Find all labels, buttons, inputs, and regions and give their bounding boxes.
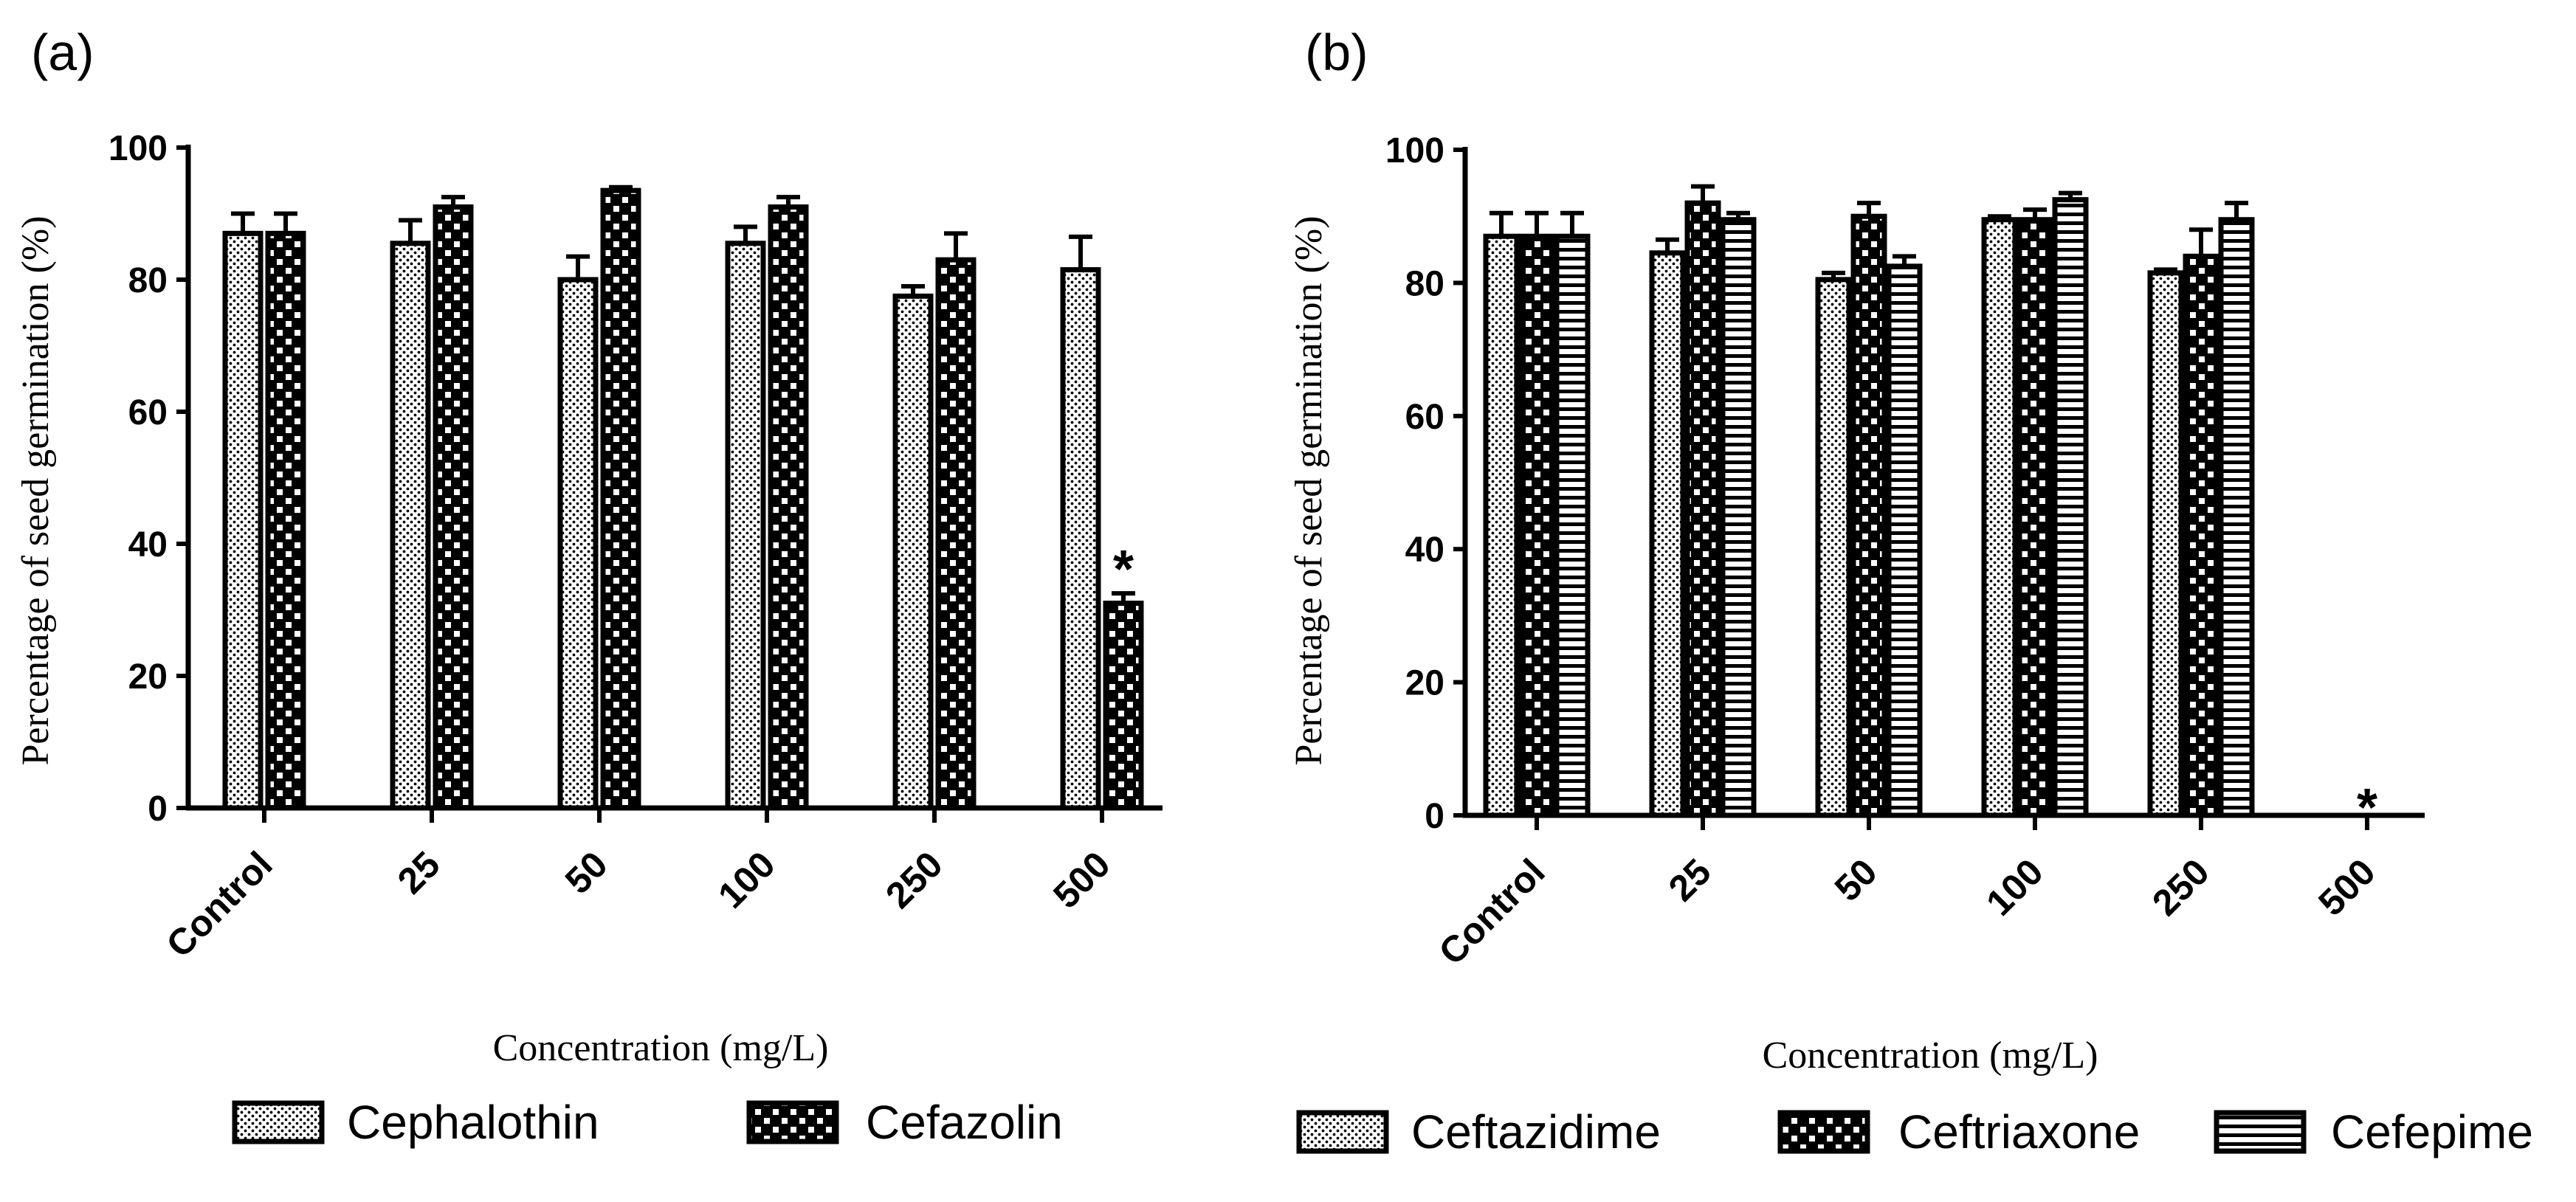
y-tick-label: 100 bbox=[109, 129, 168, 168]
y-tick-label: 0 bbox=[148, 790, 168, 829]
y-tick-label: 60 bbox=[1405, 398, 1444, 437]
bar bbox=[557, 277, 599, 811]
bar bbox=[390, 241, 431, 811]
bar bbox=[2052, 197, 2089, 818]
bar bbox=[433, 204, 474, 811]
bar bbox=[1554, 233, 1591, 818]
legend-swatch bbox=[746, 1100, 839, 1144]
y-tick-label: 100 bbox=[1385, 131, 1444, 170]
x-tick-label: 250 bbox=[878, 843, 951, 916]
y-tick-label: 80 bbox=[128, 261, 168, 300]
legend-label: Ceftazidime bbox=[1411, 1105, 1661, 1158]
x-tick-label: 250 bbox=[2144, 851, 2217, 924]
y-tick-label: 40 bbox=[128, 525, 168, 564]
legend-swatch bbox=[2214, 1110, 2307, 1154]
x-tick-label: 500 bbox=[1045, 843, 1118, 916]
bar bbox=[2147, 270, 2184, 818]
x-tick-label: 500 bbox=[2310, 851, 2383, 924]
bar bbox=[725, 241, 766, 811]
bar bbox=[935, 257, 977, 811]
axes bbox=[1453, 147, 2425, 830]
bar bbox=[1981, 217, 2018, 818]
bar bbox=[1684, 200, 1721, 818]
axes bbox=[176, 145, 1163, 823]
y-tick-label: 40 bbox=[1405, 531, 1444, 570]
x-tick-label: Control bbox=[1431, 851, 1553, 973]
panel-label: (b) bbox=[1305, 24, 1368, 81]
bars bbox=[222, 184, 1144, 811]
bar bbox=[1060, 267, 1101, 811]
y-tick-label: 0 bbox=[1425, 797, 1444, 836]
bar bbox=[1720, 217, 1757, 818]
y-tick-labels: 0 20 40 60 80 100 bbox=[1385, 131, 1444, 836]
legend-label: Ceftriaxone bbox=[1898, 1105, 2140, 1158]
legend-label: Cefepime bbox=[2331, 1105, 2533, 1158]
x-tick-label: 50 bbox=[1827, 851, 1885, 909]
bar bbox=[2017, 217, 2053, 818]
legend-label: Cefazolin bbox=[866, 1096, 1063, 1149]
x-tick-labels: Control 25 50 100 250 500 bbox=[1431, 851, 2383, 973]
y-axis-title: Percentage of seed germination (%) bbox=[15, 215, 57, 765]
y-tick-label: 60 bbox=[128, 393, 168, 432]
x-tick-label: Control bbox=[159, 843, 280, 965]
bar bbox=[600, 187, 641, 811]
legend: Ceftazidime Ceftriaxone Cefepime bbox=[1296, 1105, 2533, 1158]
bar bbox=[265, 230, 306, 811]
x-tick-label: 100 bbox=[1978, 851, 2051, 924]
bar bbox=[892, 293, 934, 811]
x-tick-labels: Control 25 50 100 250 500 bbox=[159, 843, 1118, 965]
significance-marker: * bbox=[1113, 540, 1134, 599]
significance-marker: * bbox=[2357, 778, 2377, 837]
bar bbox=[768, 204, 809, 811]
legend-label: Cephalothin bbox=[347, 1096, 599, 1149]
x-tick-label: 25 bbox=[390, 843, 448, 902]
bar bbox=[1649, 250, 1686, 818]
panel-label: (a) bbox=[31, 24, 94, 81]
bar bbox=[1850, 213, 1887, 818]
bar bbox=[1103, 601, 1144, 811]
panel-b: (b) Percentage of seed germination (%) C… bbox=[1288, 24, 2533, 1158]
x-axis-title: Concentration (mg/L) bbox=[1763, 1035, 2098, 1077]
legend: Cephalothin Cefazolin bbox=[232, 1096, 1063, 1149]
y-tick-label: 20 bbox=[1405, 664, 1444, 703]
y-axis-title: Percentage of seed germination (%) bbox=[1288, 215, 1330, 765]
bar bbox=[1815, 277, 1852, 818]
x-tick-label: 25 bbox=[1661, 851, 1719, 909]
y-tick-label: 80 bbox=[1405, 264, 1444, 303]
legend-swatch bbox=[1296, 1110, 1389, 1154]
bars bbox=[1483, 184, 2255, 818]
x-tick-label: 50 bbox=[557, 843, 616, 902]
y-tick-labels: 0 20 40 60 80 100 bbox=[109, 129, 168, 829]
bar bbox=[2183, 253, 2219, 818]
x-axis-title: Concentration (mg/L) bbox=[493, 1027, 829, 1069]
y-tick-label: 20 bbox=[128, 657, 168, 697]
bar bbox=[222, 230, 264, 811]
annotations: * bbox=[2357, 778, 2377, 837]
bar bbox=[1518, 233, 1555, 818]
bar bbox=[1483, 233, 1520, 818]
legend-swatch bbox=[1777, 1110, 1870, 1154]
bar bbox=[2218, 217, 2255, 818]
legend-swatch bbox=[232, 1100, 325, 1144]
panel-a: (a) Percentage of seed germination (%) C… bbox=[15, 24, 1163, 1149]
bar bbox=[1886, 263, 1923, 818]
x-tick-label: 100 bbox=[710, 843, 783, 916]
annotations: * bbox=[1113, 540, 1134, 599]
